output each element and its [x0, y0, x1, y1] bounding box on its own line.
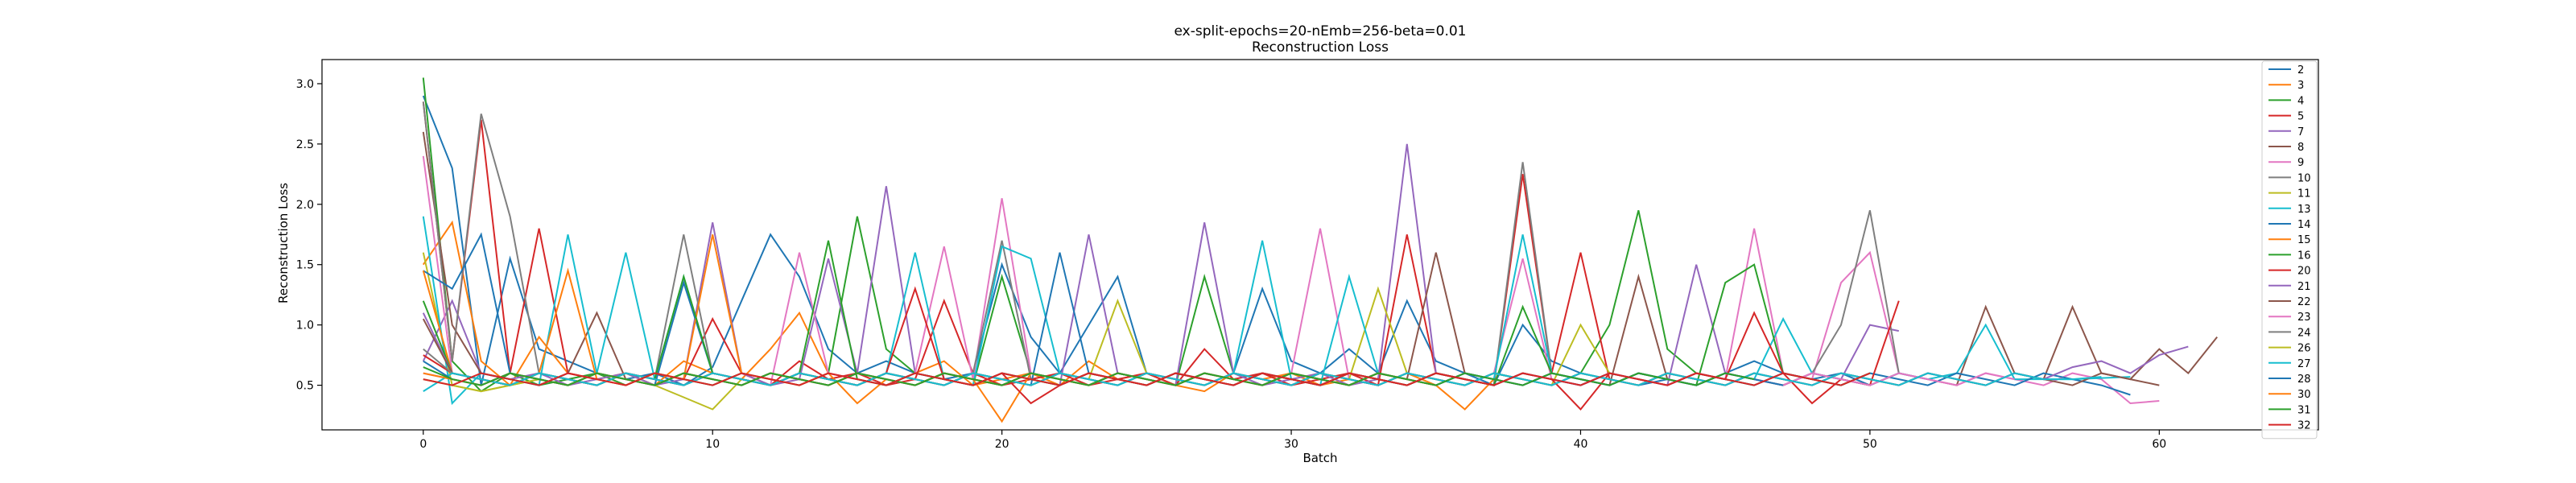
- x-axis-label: Batch: [1302, 451, 1337, 465]
- legend-label-4: 4: [2297, 95, 2304, 107]
- legend-label-5: 5: [2297, 111, 2304, 123]
- series-line-7: [422, 143, 1900, 386]
- legend-label-2: 2: [2297, 64, 2304, 76]
- legend-label-21: 21: [2297, 281, 2311, 293]
- y-tick-label: 0.5: [296, 380, 314, 393]
- legend-label-23: 23: [2297, 312, 2311, 324]
- series-line-31: [423, 366, 1755, 386]
- legend-label-28: 28: [2297, 374, 2311, 386]
- x-tick-label: 30: [1284, 438, 1298, 451]
- chart-subtitle: Reconstruction Loss: [1252, 39, 1389, 56]
- y-tick-label: 2.5: [296, 138, 314, 151]
- legend-label-9: 9: [2297, 157, 2304, 169]
- legend-label-32: 32: [2297, 420, 2311, 432]
- series-line-20: [423, 286, 1900, 411]
- x-tick-label: 0: [419, 438, 427, 451]
- y-axis-label: Reconstruction Loss: [276, 183, 291, 303]
- series-line-15: [422, 234, 1495, 423]
- series-line-2: [422, 95, 1871, 386]
- x-tick-label: 60: [2152, 438, 2166, 451]
- y-axis: 0.5 1.0 1.5 2.0 2.5 3.0: [296, 78, 322, 393]
- x-axis: 0 10 20 30 40 50 60: [419, 430, 2166, 451]
- legend-box: [2261, 60, 2318, 440]
- legend-label-27: 27: [2297, 358, 2311, 370]
- legend-label-24: 24: [2297, 327, 2311, 339]
- x-tick-label: 10: [705, 438, 720, 451]
- legend-label-22: 22: [2297, 296, 2311, 308]
- series-lines: [422, 77, 2218, 423]
- plot-frame: [321, 59, 2319, 431]
- legend-label-11: 11: [2297, 188, 2311, 200]
- legend-label-20: 20: [2297, 266, 2311, 278]
- legend-label-8: 8: [2297, 142, 2304, 154]
- chart-title: ex-split-epochs=20-nEmb=256-beta=0.01: [1174, 23, 1466, 39]
- legend-label-14: 14: [2297, 219, 2311, 231]
- legend-label-26: 26: [2297, 343, 2311, 355]
- legend-label-13: 13: [2297, 204, 2311, 216]
- y-tick-label: 1.0: [296, 320, 314, 332]
- series-line-8: [422, 131, 2218, 386]
- legend-label-31: 31: [2297, 404, 2311, 416]
- series-line-5: [422, 101, 1755, 386]
- plot-area: [321, 59, 2319, 431]
- y-tick-label: 3.0: [296, 78, 314, 91]
- legend-label-15: 15: [2297, 234, 2311, 246]
- legend-label-3: 3: [2297, 80, 2304, 92]
- legend-label-16: 16: [2297, 250, 2311, 262]
- y-tick-label: 2.0: [296, 199, 314, 212]
- legend-label-30: 30: [2297, 389, 2311, 401]
- x-tick-label: 20: [995, 438, 1009, 451]
- y-tick-label: 1.5: [296, 259, 314, 272]
- legend: 2345789101113141516202122232426272830313…: [2261, 60, 2318, 440]
- series-line-11: [422, 252, 1611, 411]
- x-tick-label: 40: [1574, 438, 1588, 451]
- legend-label-10: 10: [2297, 172, 2311, 184]
- series-line-32: [423, 372, 1871, 386]
- x-tick-label: 50: [1863, 438, 1877, 451]
- legend-label-7: 7: [2297, 126, 2304, 138]
